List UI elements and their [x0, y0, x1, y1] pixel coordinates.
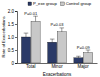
x-tick-label: Minor: [51, 64, 63, 69]
bar: [57, 32, 66, 63]
bar: [83, 53, 92, 63]
y-axis-title: Rate of Exacerbations: [1, 16, 6, 57]
y-tick-mark: [15, 37, 17, 38]
legend-swatch: [61, 2, 65, 6]
x-tick: Total: [26, 64, 36, 69]
y-tick-label: 2.0: [8, 9, 15, 14]
y-tick: 0.5: [8, 48, 17, 53]
plot-area: [21, 16, 92, 63]
y-tick-label: 0.5: [8, 48, 15, 53]
y-tick: 1.0: [8, 35, 17, 40]
y-tick-label: 1.0: [8, 35, 15, 40]
annotation: P=0.03: [51, 22, 65, 27]
x-tick-label: Total: [26, 64, 36, 69]
y-axis-line: [15, 12, 18, 64]
annotation: P=0.01: [24, 11, 38, 16]
x-tick: Major: [78, 64, 90, 69]
bar: [21, 37, 30, 63]
legend-label: Control group: [66, 1, 92, 6]
y-tick: 0: [11, 61, 17, 66]
legend-label: P_exe group: [33, 1, 57, 6]
x-tick-label: Major: [78, 64, 90, 69]
y-tick: 1.5: [8, 22, 17, 27]
legend: P_exe group Control group: [28, 1, 92, 6]
error-bar: [24, 33, 29, 37]
x-axis-title: Exacerbations: [43, 72, 72, 77]
y-axis: 0 0.5 1.0 1.5 2.0: [8, 9, 18, 66]
y-tick-label: 0: [11, 61, 14, 66]
y-tick-label: 1.5: [8, 22, 15, 27]
error-bar: [50, 39, 55, 42]
y-tick: 2.0: [8, 9, 17, 14]
error-bar: [33, 16, 38, 21]
x-tick: Minor: [51, 64, 63, 69]
bar: [74, 58, 83, 63]
y-tick-mark: [15, 24, 17, 25]
x-axis: Total Minor Major: [18, 64, 98, 70]
error-bar: [60, 28, 65, 32]
error-bar: [86, 50, 91, 53]
error-bar: [76, 56, 81, 58]
legend-swatch: [28, 2, 32, 6]
bar: [31, 21, 40, 63]
annotation: P=0.09: [77, 45, 91, 50]
y-tick-mark: [15, 50, 17, 51]
bar: [48, 42, 57, 63]
y-tick-mark: [15, 11, 17, 12]
y-tick-mark: [15, 63, 17, 64]
